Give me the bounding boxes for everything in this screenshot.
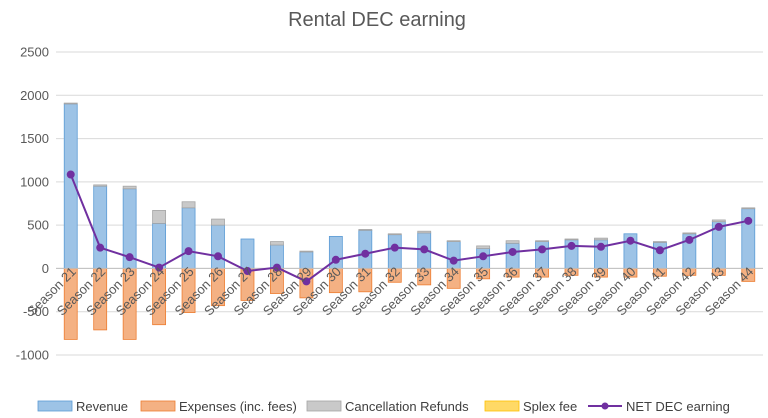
bar: [211, 224, 225, 269]
line-point: [655, 246, 664, 255]
line-point: [390, 243, 399, 252]
chart-title: Rental DEC earning: [288, 9, 466, 31]
bar: [270, 241, 284, 246]
line-point: [449, 256, 458, 265]
line-point: [302, 277, 311, 286]
bar: [505, 240, 520, 244]
bar: [152, 210, 167, 224]
y-tick-label: 2000: [20, 88, 49, 103]
legend-label: NET DEC earning: [626, 399, 730, 414]
bar: [240, 238, 255, 269]
line-point: [420, 245, 429, 254]
line-point: [361, 249, 370, 258]
legend-swatch: [484, 400, 520, 412]
bar: [476, 245, 491, 249]
y-tick-label: 500: [27, 218, 49, 233]
bar: [63, 102, 78, 105]
bar: [387, 233, 402, 236]
bar: [211, 218, 225, 226]
legend: Revenue Expenses (inc. fees) Cancellation …: [37, 399, 730, 414]
legend-swatch: [140, 400, 176, 412]
bar: [358, 229, 373, 231]
bar: [358, 229, 373, 269]
line-point: [331, 255, 340, 264]
line-point: [626, 236, 635, 245]
legend-label: Cancellation Refunds: [345, 399, 469, 414]
line-point: [508, 247, 517, 256]
y-tick-label: -500: [23, 304, 49, 319]
bar: [741, 207, 756, 210]
bar: [417, 230, 432, 234]
line-point: [96, 243, 105, 252]
bar: [652, 241, 667, 243]
legend-swatch: [37, 400, 73, 412]
line-point: [714, 222, 723, 231]
line-point: [66, 170, 75, 179]
y-tick-label: 1000: [20, 174, 49, 189]
line-point: [155, 263, 164, 272]
line-point: [567, 241, 576, 250]
legend-label: Splex fee: [523, 399, 577, 414]
bar: [152, 223, 167, 269]
line-point: [744, 216, 753, 225]
series-line: [69, 174, 749, 283]
line-point: [214, 252, 223, 261]
legend-swatch: [306, 400, 342, 412]
line-point: [125, 253, 134, 262]
line-point: [272, 263, 281, 272]
bar: [564, 238, 579, 241]
y-tick-label: -1000: [16, 348, 49, 363]
line-points: [66, 170, 753, 286]
bar: [181, 207, 196, 269]
legend-label: Expenses (inc. fees): [179, 399, 297, 414]
bar: [299, 250, 314, 253]
y-tick-label: 1500: [20, 131, 49, 146]
bar: [446, 240, 461, 242]
bar: [181, 201, 196, 209]
legend-marker: [601, 402, 609, 410]
bar: [682, 232, 697, 235]
bar: [711, 219, 726, 223]
line-point: [184, 247, 193, 256]
y-tick-label: 0: [42, 261, 49, 276]
line-point: [479, 252, 488, 261]
bar: [594, 237, 608, 241]
line-point: [596, 242, 605, 251]
bar: [122, 185, 137, 190]
legend-label: Revenue: [76, 399, 128, 414]
line-point: [538, 245, 547, 254]
y-tick-label: 2500: [20, 45, 49, 60]
bar: [93, 184, 108, 187]
bar: [535, 240, 549, 242]
bar: [93, 185, 108, 269]
line-point: [685, 235, 694, 244]
line-point: [243, 267, 252, 276]
y-axis-ticks: -1000 -500 0 500 1000 1500 2000 2500: [16, 45, 49, 363]
